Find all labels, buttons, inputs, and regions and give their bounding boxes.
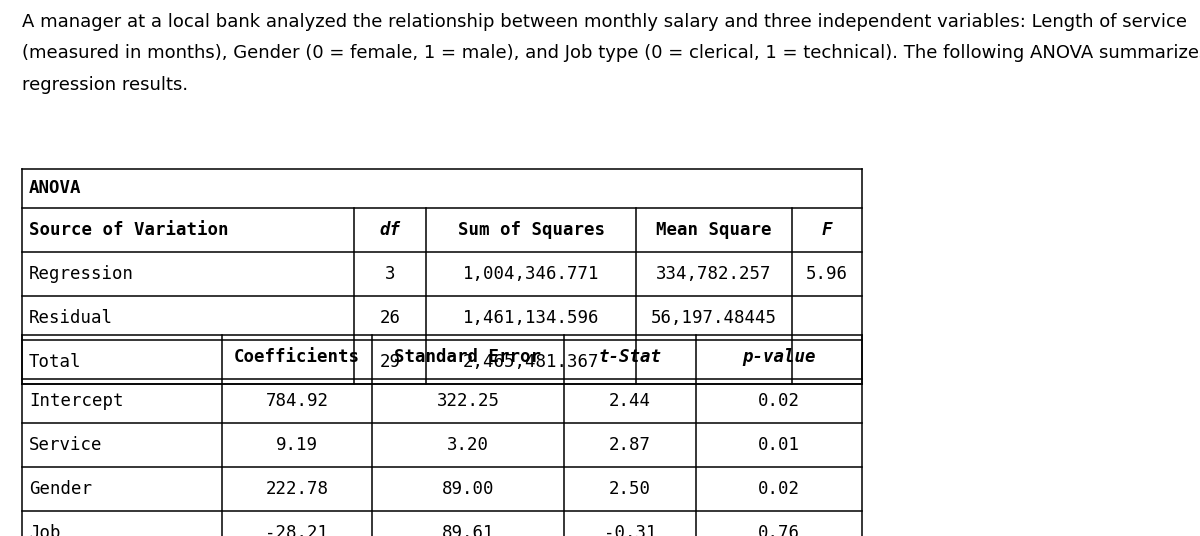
Text: A manager at a local bank analyzed the relationship between monthly salary and t: A manager at a local bank analyzed the r… xyxy=(22,13,1187,32)
Text: Total: Total xyxy=(29,353,82,371)
Text: 0.76: 0.76 xyxy=(758,524,800,536)
Text: p-value: p-value xyxy=(742,348,816,366)
Text: Regression: Regression xyxy=(29,265,134,283)
Text: 2,465,481.367: 2,465,481.367 xyxy=(463,353,599,371)
Text: Gender: Gender xyxy=(29,480,91,498)
Text: 0.02: 0.02 xyxy=(758,392,800,410)
Text: (measured in months), Gender (0 = female, 1 = male), and Job type (0 = clerical,: (measured in months), Gender (0 = female… xyxy=(22,44,1200,63)
Text: ANOVA: ANOVA xyxy=(29,180,82,197)
Text: t-Stat: t-Stat xyxy=(599,348,661,366)
Text: 1,004,346.771: 1,004,346.771 xyxy=(463,265,599,283)
Text: -28.21: -28.21 xyxy=(265,524,329,536)
Text: 26: 26 xyxy=(379,309,401,327)
Text: 2.87: 2.87 xyxy=(608,436,650,454)
Text: 89.00: 89.00 xyxy=(442,480,494,498)
Text: 29: 29 xyxy=(379,353,401,371)
Text: Sum of Squares: Sum of Squares xyxy=(457,221,605,239)
Text: Source of Variation: Source of Variation xyxy=(29,221,228,239)
Text: Job: Job xyxy=(29,524,60,536)
Text: Coefficients: Coefficients xyxy=(234,348,360,366)
Text: 222.78: 222.78 xyxy=(265,480,329,498)
Text: df: df xyxy=(379,221,401,239)
Text: 322.25: 322.25 xyxy=(437,392,499,410)
Text: 334,782.257: 334,782.257 xyxy=(656,265,772,283)
Text: Mean Square: Mean Square xyxy=(656,221,772,239)
Text: 1,461,134.596: 1,461,134.596 xyxy=(463,309,599,327)
Text: 2.50: 2.50 xyxy=(608,480,650,498)
Text: Intercept: Intercept xyxy=(29,392,124,410)
Text: 2.44: 2.44 xyxy=(608,392,650,410)
Text: 56,197.48445: 56,197.48445 xyxy=(650,309,778,327)
Text: Standard Error: Standard Error xyxy=(395,348,541,366)
Text: Residual: Residual xyxy=(29,309,113,327)
Text: 9.19: 9.19 xyxy=(276,436,318,454)
Text: 0.02: 0.02 xyxy=(758,480,800,498)
Text: Service: Service xyxy=(29,436,102,454)
Text: F: F xyxy=(822,221,832,239)
Text: 0.01: 0.01 xyxy=(758,436,800,454)
Text: 5.96: 5.96 xyxy=(806,265,848,283)
Text: 784.92: 784.92 xyxy=(265,392,329,410)
Text: regression results.: regression results. xyxy=(22,76,187,94)
Text: 3.20: 3.20 xyxy=(446,436,490,454)
Text: 89.61: 89.61 xyxy=(442,524,494,536)
Text: -0.31: -0.31 xyxy=(604,524,656,536)
Text: 3: 3 xyxy=(385,265,395,283)
